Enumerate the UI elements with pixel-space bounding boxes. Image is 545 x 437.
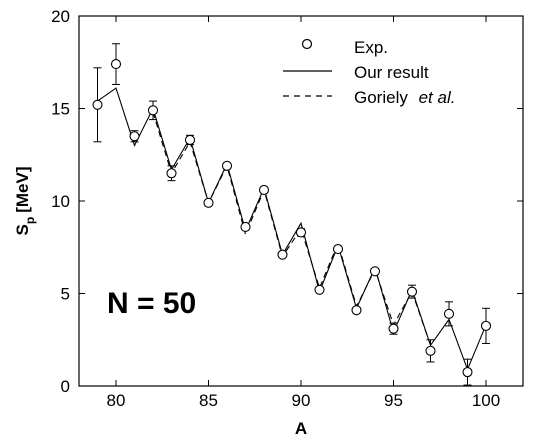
exp-marker [388, 323, 399, 334]
y-axis-title: Sp [MeV] [13, 167, 37, 236]
y-tick-label: 10 [51, 192, 70, 211]
y-axis-title-main: S [13, 224, 32, 235]
exp-marker [277, 249, 288, 260]
y-axis-title-unit: [MeV] [13, 167, 32, 213]
axis-ticks: 80 85 90 95 100 0 5 10 15 20 [51, 7, 523, 410]
svg-text:Sp[MeV]: Sp [MeV] [13, 167, 37, 236]
exp-marker [406, 286, 418, 297]
y-axis-title-sub: p [23, 217, 37, 224]
data-point-exp [443, 301, 455, 327]
legend: Exp. Our result Goriely et al. [283, 38, 455, 107]
legend-goriely-name: Goriely [354, 88, 408, 107]
exp-marker [258, 184, 270, 195]
data-point-exp [184, 134, 196, 146]
data-point-exp [406, 284, 418, 299]
y-tick-label: 20 [51, 7, 70, 26]
data-point-exp [277, 249, 288, 260]
data-point-exp [92, 67, 103, 143]
exp-marker [221, 160, 233, 171]
x-axis-title: A [295, 419, 307, 437]
data-point-exp [240, 221, 251, 232]
data-point-exp [425, 339, 436, 363]
exp-marker [295, 227, 307, 238]
x-tick-label: 85 [199, 391, 218, 410]
y-tick-label: 5 [61, 285, 70, 304]
legend-goriely-suffix: et al. [419, 88, 456, 107]
data-point-exp [351, 305, 362, 316]
legend-exp-marker [301, 38, 313, 50]
exp-marker [369, 266, 381, 277]
exp-marker [129, 131, 140, 142]
y-tick-label: 0 [61, 377, 70, 396]
data-point-exp [166, 165, 177, 182]
exp-marker [92, 99, 103, 110]
exp-marker [462, 367, 473, 378]
legend-exp-label: Exp. [354, 38, 388, 57]
exp-marker [351, 305, 362, 316]
exp-marker [480, 320, 492, 331]
x-tick-label: 90 [292, 391, 311, 410]
data-point-exp [332, 244, 344, 255]
series-line-goriely [152, 112, 432, 346]
annotation-n50: N = 50 [107, 287, 196, 320]
exp-marker [184, 134, 196, 145]
data-point-exp [221, 160, 233, 171]
exp-marker [147, 105, 159, 116]
exp-marker [203, 197, 214, 208]
legend-ours-label: Our result [354, 63, 429, 82]
x-tick-label: 95 [384, 391, 403, 410]
exp-marker [443, 308, 455, 319]
data-point-exp [203, 197, 214, 208]
y-tick-label: 15 [51, 100, 70, 119]
series-line-our-result [97, 87, 487, 371]
x-tick-label: 80 [107, 391, 126, 410]
data-point-exp [462, 358, 473, 386]
exp-marker [314, 284, 325, 295]
exp-marker [332, 244, 344, 255]
legend-goriely-label: Goriely et al. [354, 88, 455, 107]
data-point-exp [258, 184, 270, 195]
data-point-exp [110, 43, 122, 85]
data-point-exp [369, 266, 381, 277]
exp-marker [166, 168, 177, 179]
data-point-exp [314, 284, 325, 295]
exp-marker [425, 345, 436, 356]
data-point-exp [388, 322, 399, 335]
data-point-exp [147, 100, 159, 121]
exp-marker [240, 221, 251, 232]
data-point-exp [129, 130, 140, 143]
x-tick-label: 100 [472, 391, 500, 410]
series-layer [92, 43, 492, 386]
exp-marker [110, 59, 122, 70]
data-point-exp [295, 227, 307, 238]
data-point-exp [480, 307, 492, 344]
